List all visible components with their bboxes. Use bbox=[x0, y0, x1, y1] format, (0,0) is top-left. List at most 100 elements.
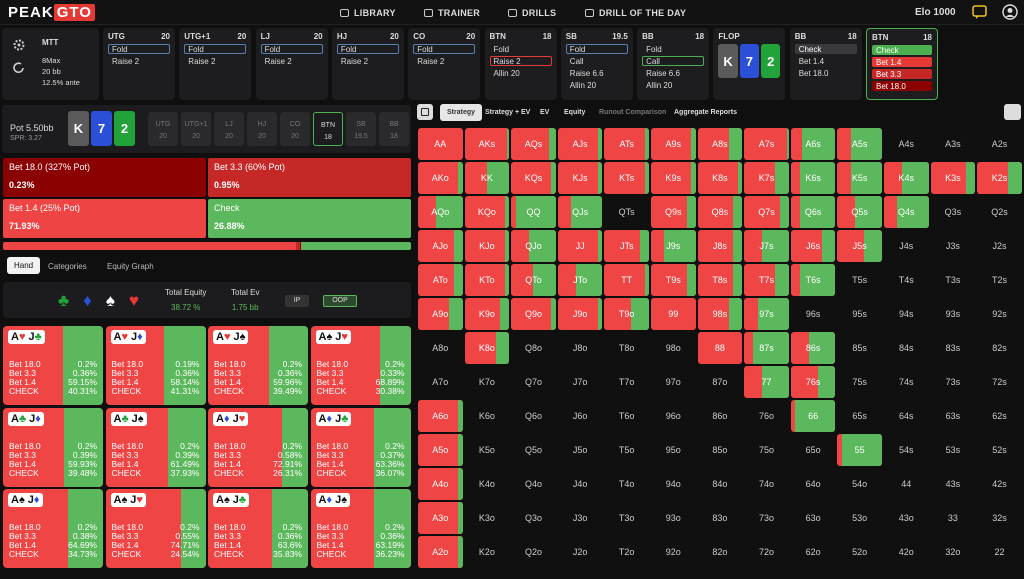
hand-cell[interactable]: KJo bbox=[464, 230, 510, 262]
hand-cell[interactable]: K6s bbox=[790, 162, 836, 194]
hand-cell[interactable]: AKs bbox=[464, 128, 510, 160]
view-toggle[interactable] bbox=[417, 104, 433, 120]
action-box[interactable]: Bet 1.4 (25% Pot) 71.93% bbox=[3, 199, 206, 238]
hand-cell[interactable]: T7o bbox=[604, 366, 649, 398]
hand-cell[interactable]: A9s bbox=[651, 128, 696, 160]
right-tab[interactable]: EV bbox=[540, 109, 550, 116]
hand-cell[interactable]: 97s bbox=[744, 298, 789, 330]
hand-cell[interactable]: T9o bbox=[604, 298, 649, 330]
hand-cell[interactable]: ATo bbox=[418, 264, 463, 296]
hand-cell[interactable]: KK bbox=[464, 162, 510, 194]
position-pill[interactable]: BTN 18 bbox=[313, 112, 343, 146]
action[interactable]: Fold bbox=[108, 44, 170, 54]
action[interactable]: Bet 1.4 bbox=[872, 57, 932, 67]
hand-cell[interactable]: KQs bbox=[511, 162, 556, 194]
hand-cell[interactable]: A5s bbox=[837, 128, 882, 160]
hand-cell[interactable]: Q4s bbox=[884, 196, 929, 228]
hand-cell[interactable]: J9s bbox=[651, 230, 696, 262]
hand-cell[interactable]: T2o bbox=[604, 536, 649, 568]
hand-cell[interactable]: A6o bbox=[418, 400, 463, 432]
hand-cell[interactable]: J8s bbox=[697, 230, 743, 262]
hand-cell[interactable]: 92o bbox=[651, 536, 696, 568]
action[interactable]: Allin 20 bbox=[569, 81, 597, 90]
hand-cell[interactable]: 82o bbox=[697, 536, 743, 568]
hand-cell[interactable]: 87o bbox=[697, 366, 743, 398]
hand-cell[interactable]: Q3s bbox=[930, 196, 976, 228]
hand-cell[interactable]: 93o bbox=[651, 502, 696, 534]
action-box[interactable]: Check 26.88% bbox=[208, 199, 411, 238]
hand-cell[interactable]: 75o bbox=[744, 434, 789, 466]
hand-cell[interactable]: 54o bbox=[837, 468, 882, 500]
action[interactable]: Bet 18.0 bbox=[798, 69, 829, 78]
hand-cell[interactable]: 42s bbox=[977, 468, 1022, 500]
position-pill[interactable]: UTG 20 bbox=[148, 112, 178, 146]
hand-cell[interactable]: 32s bbox=[977, 502, 1022, 534]
suit-filter[interactable]: ♦ bbox=[83, 291, 92, 310]
hand-cell[interactable]: KTo bbox=[464, 264, 510, 296]
action[interactable]: Check bbox=[872, 45, 932, 55]
hand-cell[interactable]: Q7o bbox=[511, 366, 556, 398]
hand-card[interactable]: A ♠ J ♥ Bet 18.0 0.2% Bet 3.3 0.33% Bet 1.4 68.89… bbox=[310, 326, 411, 405]
hand-cell[interactable]: J7o bbox=[557, 366, 603, 398]
action[interactable]: Fold bbox=[565, 44, 628, 54]
hand-cell[interactable]: K2s bbox=[977, 162, 1022, 194]
hand-cell[interactable]: 93s bbox=[930, 298, 976, 330]
hand-cell[interactable]: 76s bbox=[790, 366, 836, 398]
hand-cell[interactable]: AQs bbox=[511, 128, 556, 160]
hand-cell[interactable]: 77 bbox=[744, 366, 789, 398]
hand-cell[interactable]: A8s bbox=[697, 128, 743, 160]
hand-cell[interactable]: 62o bbox=[790, 536, 836, 568]
hand-cell[interactable]: 54s bbox=[884, 434, 929, 466]
hand-card[interactable]: A ♠ J ♥ Bet 18.0 0.2% Bet 3.3 0.55% Bet 1.4 74.71… bbox=[105, 489, 206, 568]
hand-cell[interactable]: 76o bbox=[744, 400, 789, 432]
action[interactable]: Fold bbox=[336, 44, 399, 54]
hand-cell[interactable]: K9o bbox=[464, 298, 510, 330]
hand-cell[interactable]: 94s bbox=[884, 298, 929, 330]
right-tab[interactable]: Strategy bbox=[440, 104, 483, 121]
action[interactable]: Bet 1.4 bbox=[798, 57, 825, 66]
hand-cell[interactable]: A7o bbox=[418, 366, 463, 398]
hand-cell[interactable]: 84o bbox=[697, 468, 743, 500]
hand-cell[interactable]: KJs bbox=[557, 162, 603, 194]
action[interactable]: Fold bbox=[493, 45, 510, 54]
hand-cell[interactable]: K2o bbox=[464, 536, 510, 568]
hand-cell[interactable]: A3s bbox=[930, 128, 976, 160]
action[interactable]: Fold bbox=[413, 44, 476, 54]
hand-cell[interactable]: 97o bbox=[651, 366, 696, 398]
action[interactable]: Raise 2 bbox=[188, 57, 216, 66]
hand-cell[interactable]: K9s bbox=[651, 162, 696, 194]
right-tab[interactable]: Equity bbox=[564, 109, 586, 116]
hand-cell[interactable]: 99 bbox=[651, 298, 696, 330]
action[interactable]: Check bbox=[794, 44, 857, 54]
logo[interactable]: PEAK GTO bbox=[8, 4, 95, 21]
hand-cell[interactable]: K5o bbox=[464, 434, 510, 466]
hand-cell[interactable]: K7s bbox=[744, 162, 789, 194]
hand-cell[interactable]: Q8o bbox=[511, 332, 556, 364]
action-box[interactable]: Bet 18.0 (327% Pot) 0.23% bbox=[3, 158, 206, 197]
hand-cell[interactable]: T3o bbox=[604, 502, 649, 534]
hand-cell[interactable]: 87s bbox=[744, 332, 789, 364]
hand-card[interactable]: A ♦ J ♣ Bet 18.0 0.2% Bet 3.3 0.37% Bet 1.4 63.36… bbox=[310, 407, 411, 487]
position-column[interactable]: LJ 20 Fold Raise 2 bbox=[255, 28, 328, 100]
hand-cell[interactable]: T8s bbox=[697, 264, 743, 296]
hand-cell[interactable]: 96o bbox=[651, 400, 696, 432]
hand-cell[interactable]: 63o bbox=[790, 502, 836, 534]
hand-cell[interactable]: Q9o bbox=[511, 298, 556, 330]
action[interactable]: Bet 3.3 bbox=[872, 69, 932, 79]
hand-cell[interactable]: T2s bbox=[977, 264, 1022, 296]
action[interactable]: Fold bbox=[646, 45, 662, 54]
hand-cell[interactable]: Q5o bbox=[511, 434, 556, 466]
hand-cell[interactable]: KTs bbox=[604, 162, 649, 194]
hand-cell[interactable]: J2s bbox=[977, 230, 1022, 262]
hand-cell[interactable]: 84s bbox=[884, 332, 929, 364]
hand-cell[interactable]: 52s bbox=[977, 434, 1022, 466]
position-column[interactable]: HJ 20 Fold Raise 2 bbox=[331, 28, 404, 100]
hand-cell[interactable]: 75s bbox=[837, 366, 882, 398]
right-tab[interactable]: Aggregate Reports bbox=[674, 109, 738, 116]
hand-cell[interactable]: 83s bbox=[930, 332, 976, 364]
hand-cell[interactable]: 72o bbox=[744, 536, 789, 568]
hand-cell[interactable]: QTo bbox=[511, 264, 556, 296]
hand-cell[interactable]: 42o bbox=[884, 536, 929, 568]
hand-cell[interactable]: J5o bbox=[557, 434, 603, 466]
hand-cell[interactable]: T9s bbox=[651, 264, 696, 296]
